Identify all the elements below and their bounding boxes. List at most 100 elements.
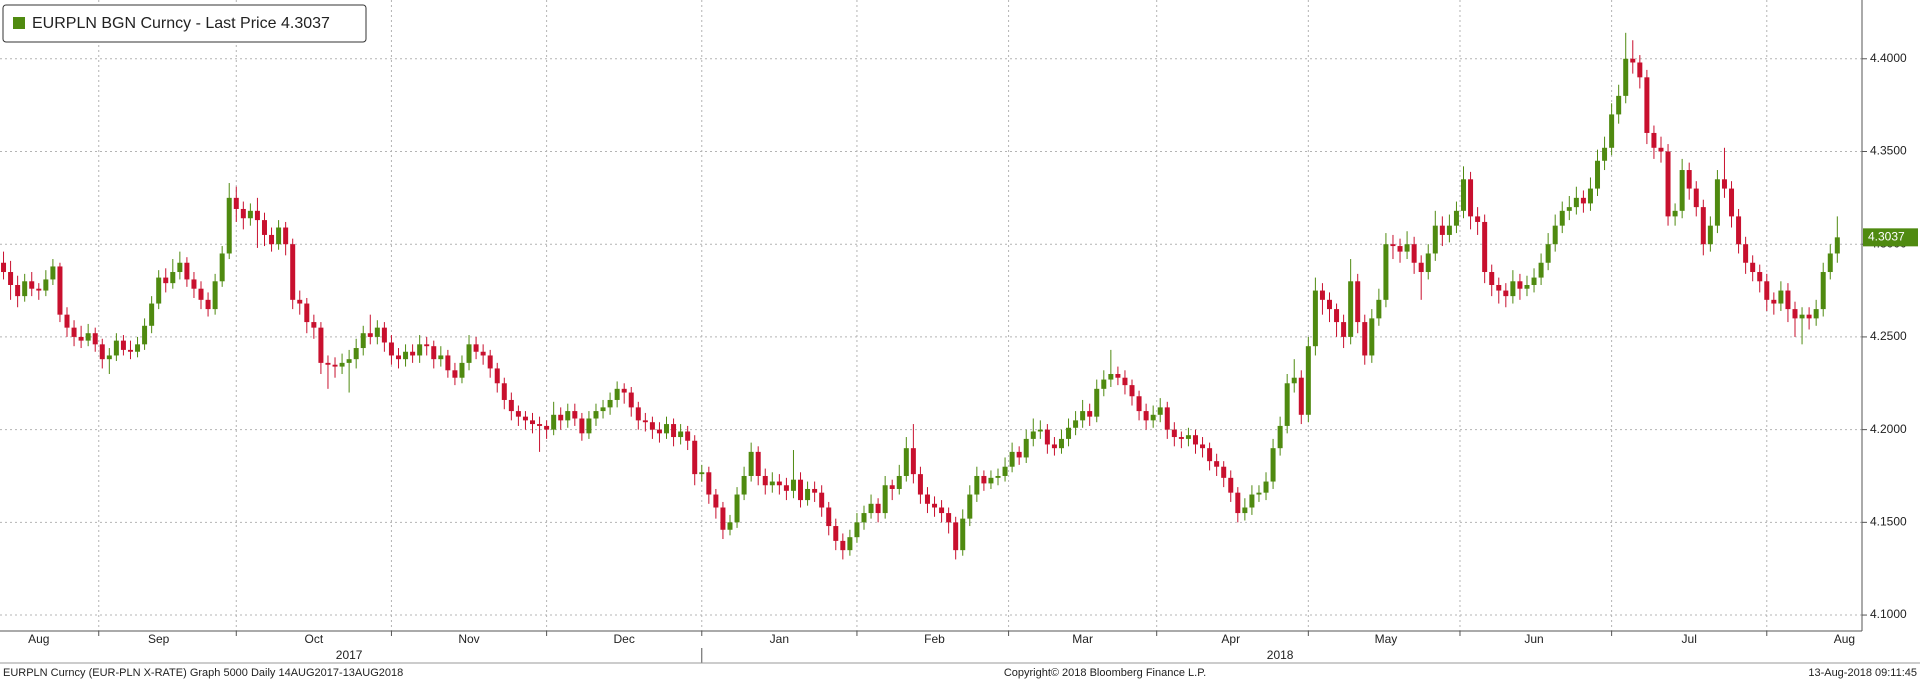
candle-body [1228, 477, 1234, 493]
candle-body [544, 425, 550, 430]
footer-left: EURPLN Curncy (EUR-PLN X-RATE) Graph 500… [3, 667, 403, 679]
year-label: 2017 [336, 648, 363, 662]
candle-body [967, 494, 973, 519]
candle-body [473, 344, 479, 352]
candle-body [1221, 466, 1227, 478]
candle-body [1700, 207, 1706, 245]
candle-body [1129, 385, 1135, 397]
y-tick-label: 4.1000 [1870, 607, 1907, 621]
candle-body [452, 370, 458, 378]
candle-body [247, 210, 253, 219]
candle-body [29, 281, 35, 289]
candle-body [64, 314, 70, 328]
candle-body [847, 537, 853, 551]
legend-swatch [13, 17, 25, 29]
candle-body [1291, 377, 1297, 384]
candle-body [1334, 309, 1340, 323]
candle-body [790, 479, 796, 491]
candle-body [1503, 290, 1509, 297]
candle-body [1044, 429, 1050, 445]
candle-body [1446, 225, 1452, 235]
candle-body [459, 362, 465, 378]
x-tick-label: Mar [1072, 632, 1093, 646]
candle-body [1616, 95, 1622, 115]
candle-body [1743, 244, 1749, 263]
candle-body [1517, 281, 1523, 289]
candle-body [135, 344, 141, 352]
candle-body [1644, 77, 1650, 133]
candle-body [1376, 299, 1382, 319]
x-tick-label: Aug [28, 632, 49, 646]
candle-body [1157, 407, 1163, 415]
candle-body [1369, 318, 1375, 356]
candle-body [1235, 492, 1241, 514]
candle-body [1672, 210, 1678, 217]
candle-body [1348, 281, 1354, 337]
candle-body [1580, 197, 1586, 204]
candle-body [43, 279, 49, 291]
candle-body [1545, 244, 1551, 263]
candle-body [1051, 444, 1057, 449]
candle-body [1729, 188, 1735, 217]
candle-body [586, 418, 592, 434]
candle-body [1249, 494, 1255, 508]
candle-body [1771, 299, 1777, 304]
candle-body [50, 266, 56, 280]
candle-body [755, 451, 761, 476]
candle-body [1200, 444, 1206, 449]
candle-body [367, 333, 373, 337]
candle-body [1073, 420, 1079, 428]
candle-body [501, 383, 507, 400]
candle-body [882, 485, 888, 514]
candles [1, 32, 1840, 560]
candle-body [1792, 309, 1798, 319]
candle-body [1023, 438, 1029, 458]
candle-body [1496, 284, 1502, 291]
candle-body [1009, 451, 1015, 467]
candle-body [551, 414, 557, 430]
candle-body [177, 262, 183, 273]
candle-body [1341, 322, 1347, 337]
candle-body [1813, 309, 1819, 319]
candle-body [297, 299, 303, 304]
candle-body [522, 416, 528, 421]
candle-body [776, 481, 782, 486]
candle-body [487, 355, 493, 369]
candle-body [1016, 451, 1022, 458]
candle-body [1834, 237, 1840, 254]
candle-body [1693, 188, 1699, 208]
x-tick-label: Sep [148, 632, 170, 646]
candle-body [1489, 272, 1495, 285]
candle-body [1397, 246, 1403, 252]
candle-body [974, 475, 980, 495]
candle-body [480, 351, 486, 356]
candle-body [1326, 299, 1332, 310]
candle-body [1362, 322, 1368, 356]
x-tick-label: Jun [1524, 632, 1543, 646]
candle-body [1573, 197, 1579, 208]
candle-body [741, 475, 747, 495]
candle-body [1143, 411, 1149, 421]
candle-body [1651, 132, 1657, 148]
candle-body [36, 288, 42, 291]
candle-body [1432, 225, 1438, 254]
candle-body [671, 424, 677, 438]
candle-body [374, 327, 380, 337]
candle-body [713, 494, 719, 508]
candle-body [170, 272, 176, 284]
candle-body [1679, 170, 1685, 211]
candle-body [346, 359, 352, 363]
candle-body [424, 344, 430, 347]
x-tick-label: Jul [1682, 632, 1697, 646]
candle-body [205, 299, 211, 310]
candle-body [311, 322, 317, 328]
candle-body [1707, 225, 1713, 245]
candle-body [783, 485, 789, 491]
candle-body [92, 333, 98, 345]
candle-body [332, 364, 338, 367]
candle-body [395, 355, 401, 360]
candle-body [120, 340, 126, 350]
legend-last-price: 4.3037 [281, 15, 330, 32]
candle-body [798, 479, 804, 501]
candle-body [1559, 210, 1565, 226]
